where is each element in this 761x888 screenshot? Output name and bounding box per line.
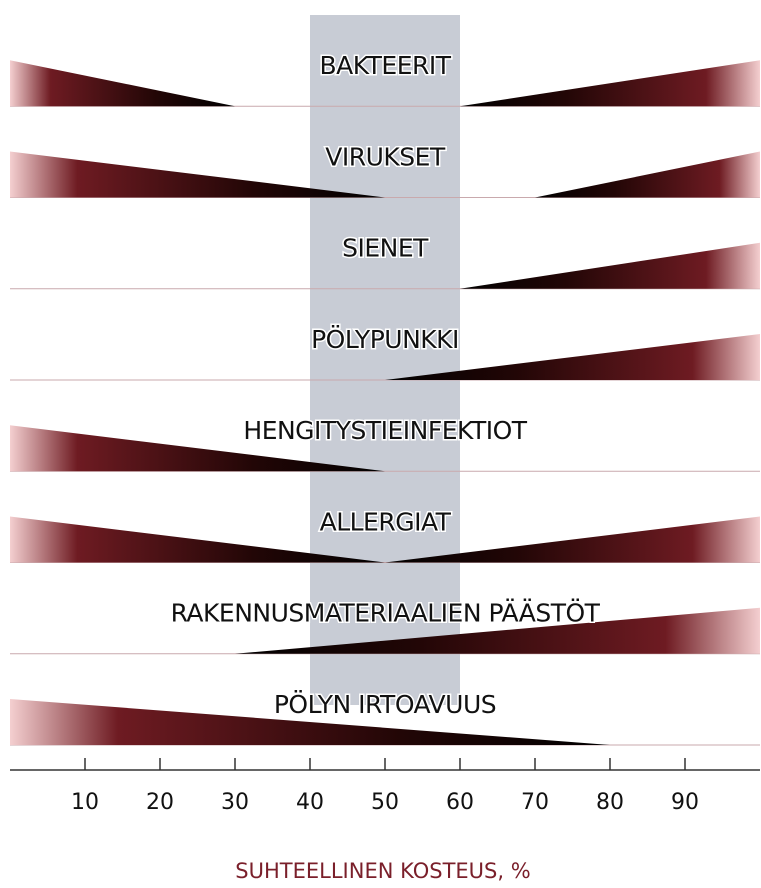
x-tick-label: 10 [71, 790, 99, 815]
row-label: BAKTEERIT [319, 51, 451, 80]
x-axis-title: SUHTEELLINEN KOSTEUS, % [235, 859, 530, 883]
x-tick-label: 90 [671, 790, 699, 815]
increase-wedge [460, 60, 760, 107]
x-tick-label: 40 [296, 790, 324, 815]
row-label: ALLERGIAT [320, 507, 452, 536]
optimal-band [310, 15, 460, 705]
x-tick-label: 30 [221, 790, 249, 815]
x-tick-label: 70 [521, 790, 549, 815]
decrease-wedge [10, 60, 235, 107]
row-label: HENGITYSTIEINFEKTIOT [243, 416, 527, 445]
decrease-wedge [10, 516, 385, 563]
increase-wedge [535, 151, 760, 198]
row-label: PÖLYPUNKKI [311, 325, 459, 354]
row-label: RAKENNUSMATERIAALIEN PÄÄSTÖT [171, 599, 601, 628]
x-tick-label: 60 [446, 790, 474, 815]
row-label: VIRUKSET [325, 142, 446, 171]
increase-wedge [385, 516, 760, 563]
x-tick-label: 50 [371, 790, 399, 815]
row-label: PÖLYN IRTOAVUUS [274, 690, 496, 719]
x-tick-label: 80 [596, 790, 624, 815]
increase-wedge [460, 242, 760, 289]
increase-wedge [385, 334, 760, 380]
increase-wedge [235, 607, 760, 654]
x-tick-label: 20 [146, 790, 174, 815]
decrease-wedge [10, 151, 385, 198]
row-label: SIENET [342, 234, 429, 263]
decrease-wedge [10, 425, 385, 472]
decrease-wedge [10, 699, 610, 745]
